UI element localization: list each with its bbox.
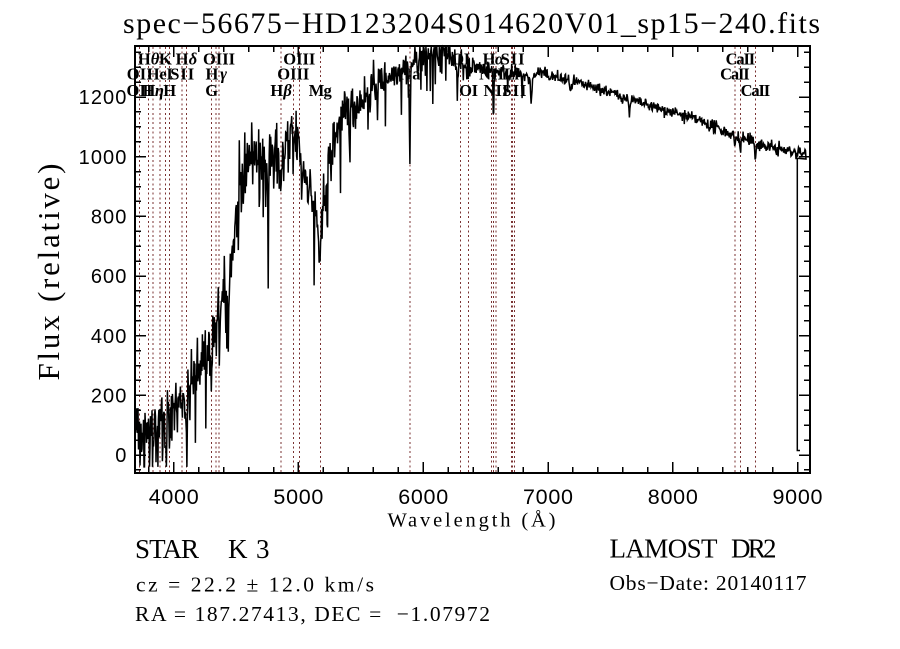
svg-text:Hθ: Hθ xyxy=(138,50,160,69)
svg-text:LAMOST: LAMOST xyxy=(610,534,719,564)
svg-text:Li: Li xyxy=(504,65,519,84)
svg-text:K: K xyxy=(159,50,172,69)
svg-text:5000: 5000 xyxy=(273,485,323,509)
svg-text:OII: OII xyxy=(127,65,153,84)
svg-text:NII: NII xyxy=(484,81,509,100)
svg-text:800: 800 xyxy=(91,207,128,229)
svg-text:cz = 22.2 ± 12.0 km/s: cz = 22.2 ± 12.0 km/s xyxy=(136,573,374,597)
svg-text:6000: 6000 xyxy=(398,485,448,509)
svg-text:SII: SII xyxy=(170,65,194,84)
svg-text:9000: 9000 xyxy=(773,485,823,509)
svg-text:3: 3 xyxy=(256,534,270,564)
svg-text:NII: NII xyxy=(479,65,504,84)
svg-text:OII: OII xyxy=(127,81,153,100)
svg-text:OIII: OIII xyxy=(277,65,309,84)
svg-text:OIII: OIII xyxy=(283,50,315,69)
svg-text:1000: 1000 xyxy=(79,147,128,169)
svg-text:200: 200 xyxy=(91,386,128,408)
svg-text:CaII: CaII xyxy=(726,50,756,69)
svg-text:SII: SII xyxy=(502,81,526,100)
svg-text:Hβ: Hβ xyxy=(270,81,292,100)
svg-text:Flux (relative): Flux (relative) xyxy=(31,164,66,381)
svg-text:Na: Na xyxy=(400,65,421,84)
svg-text:400: 400 xyxy=(91,326,128,348)
svg-text:H: H xyxy=(163,81,176,100)
svg-text:OI: OI xyxy=(459,81,478,100)
svg-text:Obs−Date: 20140117: Obs−Date: 20140117 xyxy=(610,571,807,595)
svg-text:DR2: DR2 xyxy=(731,534,777,564)
svg-text:CaII: CaII xyxy=(741,81,771,100)
svg-text:Wavelength (Å): Wavelength (Å) xyxy=(388,510,556,532)
svg-text:0: 0 xyxy=(115,445,127,467)
svg-text:spec−56675−HD123204S014620V01_: spec−56675−HD123204S014620V01_sp15−240.f… xyxy=(123,7,820,40)
svg-text:SII: SII xyxy=(501,50,525,69)
svg-text:G: G xyxy=(205,81,218,100)
svg-text:CaII: CaII xyxy=(720,65,750,84)
svg-text:Hη: Hη xyxy=(142,81,164,100)
svg-text:8000: 8000 xyxy=(648,485,698,509)
svg-text:OI: OI xyxy=(451,50,470,69)
svg-text:OIII: OIII xyxy=(203,50,235,69)
svg-text:HeI: HeI xyxy=(147,65,173,84)
svg-text:STAR: STAR xyxy=(135,534,199,564)
svg-text:600: 600 xyxy=(91,266,128,288)
svg-text:Hδ: Hδ xyxy=(176,50,198,69)
svg-text:4000: 4000 xyxy=(149,485,199,509)
svg-text:K: K xyxy=(228,534,248,564)
svg-text:7000: 7000 xyxy=(523,485,573,509)
svg-text:1200: 1200 xyxy=(79,87,128,109)
svg-text:Mg: Mg xyxy=(309,81,333,100)
svg-text:Hα: Hα xyxy=(483,50,505,69)
svg-text:Hγ: Hγ xyxy=(205,65,227,84)
svg-text:RA = 187.27413, DEC = −1.0797: RA = 187.27413, DEC = −1.07972 xyxy=(135,602,490,626)
